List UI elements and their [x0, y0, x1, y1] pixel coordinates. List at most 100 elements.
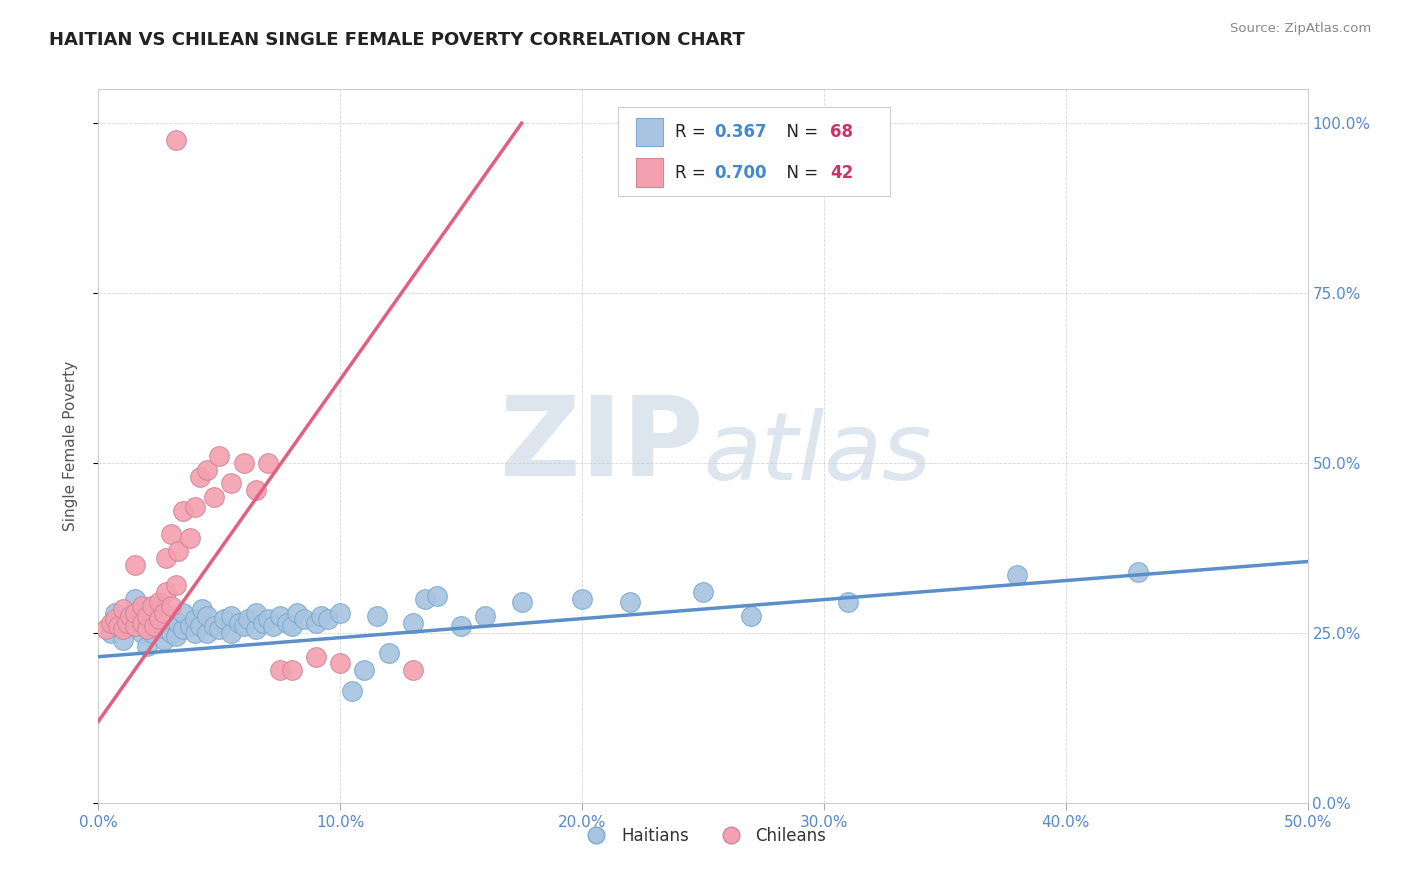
- Point: [252, 615, 274, 630]
- Point: [94, 623, 117, 637]
- Point: [160, 599, 183, 613]
- Point: [195, 626, 218, 640]
- Point: [191, 602, 214, 616]
- Point: [221, 626, 243, 640]
- Point: [238, 612, 260, 626]
- Point: [221, 476, 243, 491]
- Point: [141, 626, 163, 640]
- Point: [148, 599, 170, 613]
- Point: [148, 595, 170, 609]
- FancyBboxPatch shape: [619, 107, 890, 196]
- Point: [204, 619, 226, 633]
- Point: [329, 606, 352, 620]
- Point: [450, 619, 472, 633]
- Point: [281, 619, 304, 633]
- Point: [135, 612, 157, 626]
- Point: [148, 612, 170, 626]
- Point: [692, 585, 714, 599]
- Point: [160, 612, 183, 626]
- Point: [135, 623, 157, 637]
- Point: [402, 615, 425, 630]
- Point: [124, 591, 146, 606]
- Point: [188, 619, 211, 633]
- Point: [232, 456, 254, 470]
- Point: [269, 663, 291, 677]
- Point: [413, 591, 436, 606]
- Point: [426, 589, 449, 603]
- Point: [155, 551, 177, 566]
- Point: [172, 606, 194, 620]
- Point: [172, 503, 194, 517]
- Point: [124, 558, 146, 572]
- Point: [571, 591, 593, 606]
- Text: atlas: atlas: [703, 408, 931, 499]
- Point: [167, 544, 190, 558]
- Point: [143, 619, 166, 633]
- Point: [165, 133, 187, 147]
- Point: [155, 623, 177, 637]
- Point: [305, 649, 328, 664]
- Point: [184, 612, 207, 626]
- Point: [131, 599, 153, 613]
- Point: [184, 500, 207, 515]
- Point: [165, 578, 187, 592]
- Point: [377, 646, 399, 660]
- Text: HAITIAN VS CHILEAN SINGLE FEMALE POVERTY CORRELATION CHART: HAITIAN VS CHILEAN SINGLE FEMALE POVERTY…: [49, 31, 745, 49]
- Bar: [637, 118, 664, 146]
- Point: [276, 615, 298, 630]
- Point: [305, 615, 328, 630]
- Point: [172, 623, 194, 637]
- Point: [160, 527, 183, 541]
- Point: [135, 640, 157, 654]
- Point: [141, 606, 163, 620]
- Point: [188, 469, 211, 483]
- Point: [245, 483, 267, 498]
- Text: 0.700: 0.700: [714, 164, 766, 182]
- Point: [366, 608, 388, 623]
- Point: [281, 663, 304, 677]
- Point: [510, 595, 533, 609]
- Point: [124, 619, 146, 633]
- Point: [124, 612, 146, 626]
- Text: 0.367: 0.367: [714, 123, 766, 141]
- Point: [179, 619, 201, 633]
- Point: [117, 615, 139, 630]
- Point: [269, 608, 291, 623]
- Point: [245, 623, 267, 637]
- Point: [141, 599, 163, 613]
- Point: [131, 615, 153, 630]
- Point: [100, 615, 122, 630]
- Point: [837, 595, 859, 609]
- Point: [204, 490, 226, 504]
- Point: [104, 606, 127, 620]
- Point: [221, 608, 243, 623]
- Point: [619, 595, 641, 609]
- Text: 42: 42: [830, 164, 853, 182]
- Legend: Haitians, Chileans: Haitians, Chileans: [572, 821, 834, 852]
- Point: [212, 612, 235, 626]
- Point: [195, 463, 218, 477]
- Point: [135, 608, 157, 623]
- Point: [111, 602, 134, 616]
- Point: [117, 619, 139, 633]
- Text: 68: 68: [830, 123, 853, 141]
- Point: [285, 606, 308, 620]
- Point: [104, 612, 127, 626]
- Point: [118, 608, 141, 623]
- Point: [292, 612, 315, 626]
- Point: [184, 626, 207, 640]
- Point: [107, 619, 129, 633]
- Point: [167, 615, 190, 630]
- Point: [100, 626, 122, 640]
- Text: N =: N =: [776, 164, 823, 182]
- Point: [1128, 565, 1150, 579]
- Point: [208, 449, 231, 463]
- Point: [131, 626, 153, 640]
- Point: [208, 623, 231, 637]
- Point: [342, 683, 364, 698]
- Text: R =: R =: [675, 123, 711, 141]
- Point: [309, 608, 332, 623]
- Text: ZIP: ZIP: [499, 392, 703, 500]
- Point: [152, 632, 174, 647]
- Point: [155, 608, 177, 623]
